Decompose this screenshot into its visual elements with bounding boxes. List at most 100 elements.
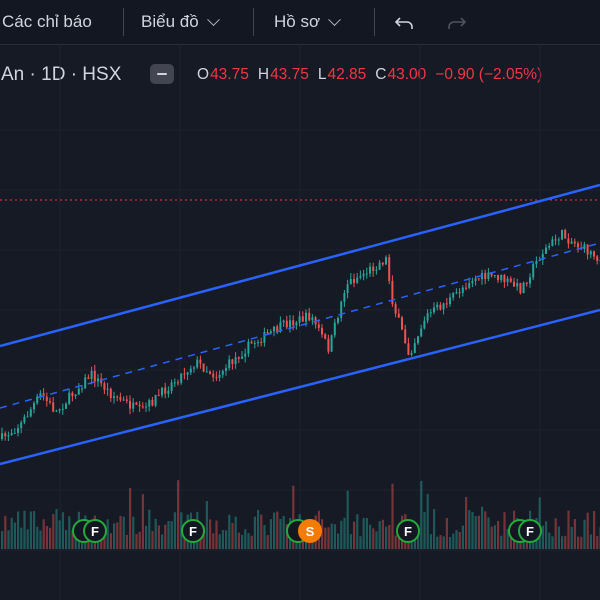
- candle-body: [244, 353, 247, 357]
- volume-bar: [593, 511, 596, 549]
- volume-bar: [337, 533, 340, 549]
- candle-body: [157, 395, 160, 397]
- candle-body: [132, 402, 135, 409]
- volume-bar: [330, 523, 333, 549]
- channel-lower-line[interactable]: [0, 308, 600, 466]
- volume-bar: [564, 535, 567, 549]
- candle-body: [215, 377, 218, 379]
- volume-bar: [503, 512, 506, 549]
- candle-body: [321, 327, 323, 335]
- toolbar-divider: [253, 8, 254, 36]
- volume-bar: [333, 524, 336, 549]
- volume-bar: [135, 533, 138, 549]
- candle-body: [97, 378, 99, 382]
- volume-bar: [36, 526, 39, 549]
- indicators-button[interactable]: Các chỉ báo: [2, 0, 92, 44]
- volume-bar: [74, 536, 77, 549]
- volume-bar: [356, 514, 359, 549]
- volume-bar: [116, 522, 119, 549]
- candle-body: [525, 282, 528, 284]
- volume-bar: [541, 525, 544, 549]
- volume-bar: [266, 535, 269, 549]
- volume-bar: [481, 506, 484, 549]
- candle-body: [439, 304, 442, 310]
- volume-bar: [385, 526, 388, 549]
- volume-bar: [321, 519, 324, 549]
- redo-button[interactable]: [445, 0, 467, 44]
- candle-body: [458, 292, 461, 294]
- candle-body: [202, 363, 205, 372]
- volume-bar: [228, 514, 231, 549]
- volume-bar: [394, 535, 397, 549]
- candle-body: [26, 416, 29, 418]
- candle-body: [541, 253, 544, 260]
- candle-body: [65, 403, 67, 409]
- volume-bar: [397, 530, 400, 549]
- candle-body: [17, 428, 19, 433]
- volume-bar: [369, 524, 372, 549]
- undo-button[interactable]: [394, 0, 416, 44]
- candle-body: [138, 404, 141, 407]
- candle-body: [442, 303, 445, 310]
- candle-body: [145, 406, 147, 408]
- volume-bar: [381, 519, 384, 549]
- change-value: −0.90 (−2.05%): [435, 66, 543, 83]
- volume-bar: [375, 531, 378, 549]
- volume-bar: [538, 497, 541, 549]
- candle-body: [535, 261, 538, 265]
- candle-body: [151, 399, 154, 406]
- symbol-legend[interactable]: An · 1D · HSX: [1, 60, 121, 90]
- volume-bar: [1, 531, 4, 549]
- candle-body: [426, 313, 429, 321]
- volume-bar: [468, 510, 471, 549]
- candle-body: [161, 387, 163, 396]
- candle-body: [71, 392, 74, 397]
- candle-body: [141, 406, 144, 408]
- profile-button[interactable]: Hồ sơ: [274, 0, 341, 44]
- candle-body: [205, 371, 208, 373]
- candle-body: [337, 317, 339, 323]
- hide-legend-button[interactable]: [150, 64, 174, 84]
- low-value: 42.85: [327, 66, 367, 83]
- candle-body: [381, 262, 384, 265]
- high-key: H: [257, 66, 270, 83]
- volume-bar: [253, 516, 256, 549]
- candle-body: [273, 326, 275, 332]
- volume-bar: [218, 534, 221, 549]
- dividend-marker: [181, 519, 205, 543]
- candle-body: [301, 316, 304, 322]
- candle-body: [509, 278, 512, 282]
- candle-body: [167, 391, 170, 394]
- volume-bar: [10, 517, 13, 549]
- volume-bar: [154, 518, 157, 549]
- volume-bar: [113, 523, 116, 549]
- candle-body: [263, 331, 266, 343]
- candle-body: [596, 256, 599, 261]
- candle-body: [295, 322, 298, 326]
- chart-type-button[interactable]: Biểu đồ: [141, 0, 220, 44]
- volume-bar: [586, 512, 589, 549]
- candle-body: [586, 244, 589, 255]
- volume-bar: [231, 522, 234, 549]
- candle-body: [468, 283, 471, 288]
- candle-body: [282, 320, 285, 323]
- volume-bar: [269, 519, 272, 549]
- dividend-marker-label: F: [526, 524, 534, 539]
- volume-bar: [471, 511, 474, 549]
- volume-bar: [426, 494, 429, 549]
- volume-bar: [125, 534, 128, 549]
- candle-body: [177, 382, 179, 384]
- candle-body: [317, 324, 320, 328]
- candle-body: [369, 266, 371, 274]
- candle-body: [385, 257, 387, 265]
- candle-body: [394, 304, 397, 314]
- candle-body: [36, 396, 39, 404]
- volume-bar: [420, 480, 423, 549]
- candle-body: [170, 382, 173, 392]
- volume-bar: [346, 490, 349, 549]
- candle-body: [279, 322, 282, 332]
- candle-body: [269, 331, 272, 334]
- channel-upper-line[interactable]: [0, 183, 600, 348]
- volume-bar: [340, 520, 343, 549]
